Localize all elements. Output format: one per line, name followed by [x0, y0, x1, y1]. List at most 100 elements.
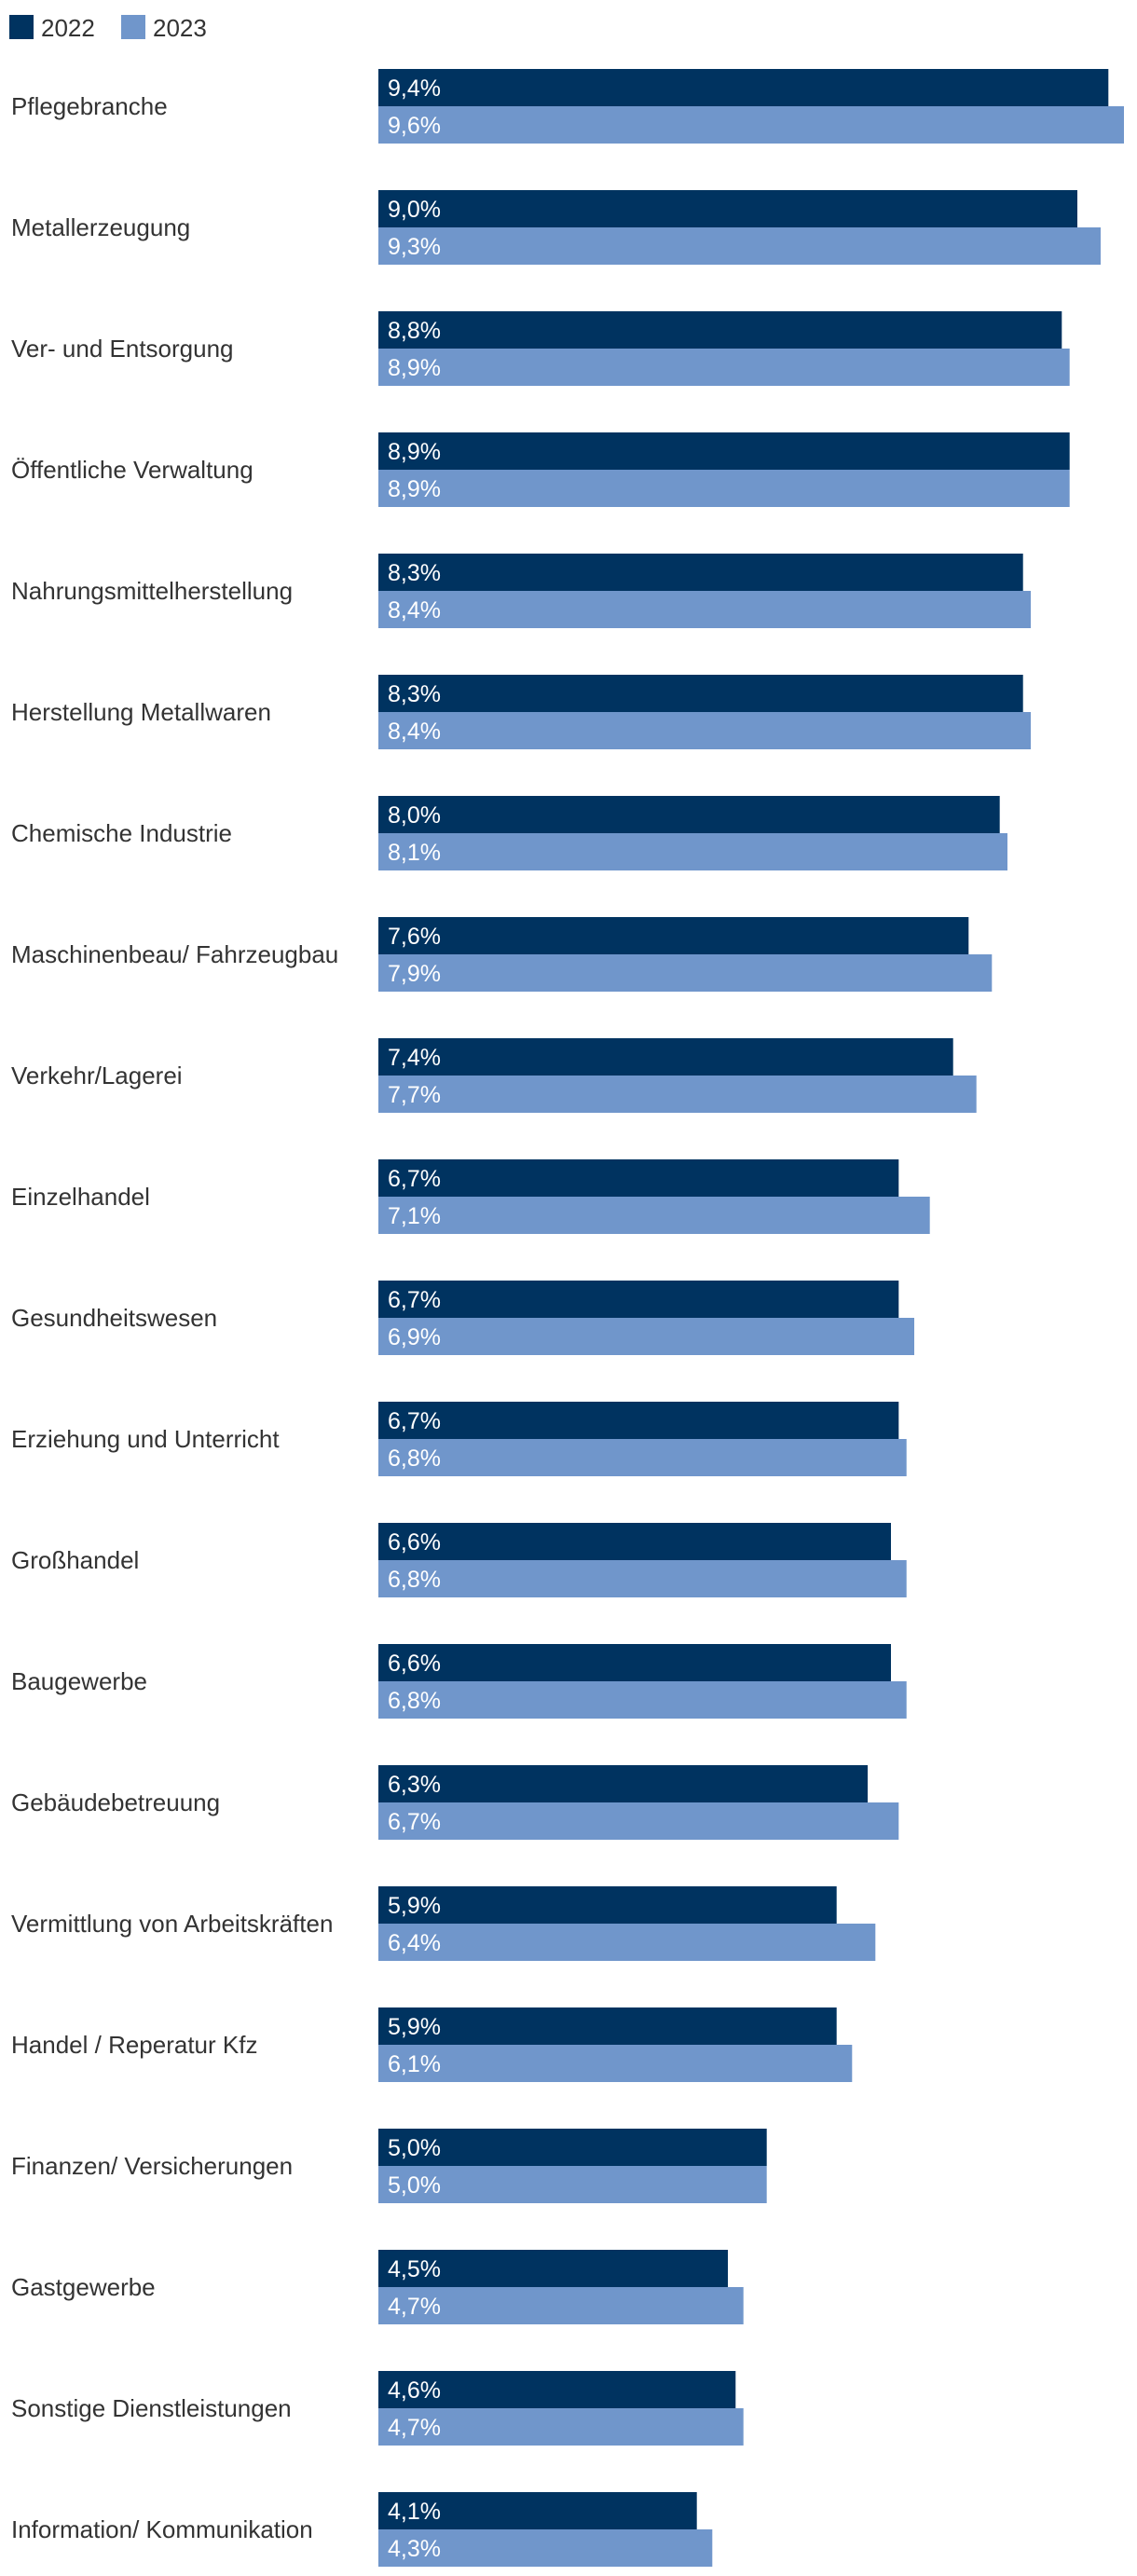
bar-2023 — [378, 1197, 930, 1234]
bar-2023 — [378, 1318, 914, 1355]
value-label-2023: 8,9% — [388, 476, 441, 502]
bar-group-erziehung-und-unterricht: Erziehung und Unterricht 6,7% 6,8% — [11, 1402, 907, 1476]
bar-2023 — [378, 227, 1101, 265]
value-label-2023: 9,3% — [388, 234, 441, 260]
category-label: Ver- und Entsorgung — [11, 335, 234, 363]
value-label-2022: 6,6% — [388, 1529, 441, 1555]
bar-2023 — [378, 954, 993, 992]
value-label-2023: 4,7% — [388, 2294, 441, 2320]
bar-group-vermittlung-von-arbeitskraeften: Vermittlung von Arbeitskräften 5,9% 6,4% — [11, 1886, 876, 1961]
bar-2022 — [378, 554, 1023, 591]
category-label: Handel / Reperatur Kfz — [11, 2031, 257, 2059]
value-label-2022: 8,0% — [388, 802, 441, 829]
category-label: Herstellung Metallwaren — [11, 698, 271, 726]
value-label-2022: 5,9% — [388, 2014, 441, 2040]
value-label-2023: 7,1% — [388, 1203, 441, 1229]
legend-label-2022: 2022 — [41, 14, 95, 42]
bar-group-ver-und-entsorgung: Ver- und Entsorgung 8,8% 8,9% — [11, 311, 1070, 386]
bar-group-finanzen-versicherungen: Finanzen/ Versicherungen 5,0% 5,0% — [11, 2129, 767, 2203]
bar-group-verkehr-lagerei: Verkehr/Lagerei 7,4% 7,7% — [11, 1038, 977, 1113]
category-label: Gebäudebetreuung — [11, 1788, 220, 1816]
value-label-2023: 6,8% — [388, 1567, 441, 1593]
bar-2023 — [378, 1681, 907, 1719]
bar-2023 — [378, 470, 1070, 507]
value-label-2023: 6,1% — [388, 2051, 441, 2077]
value-label-2023: 6,4% — [388, 1930, 441, 1956]
value-label-2023: 6,8% — [388, 1688, 441, 1714]
legend-swatch-2023 — [121, 15, 145, 39]
bar-2023 — [378, 106, 1124, 144]
bar-group-herstellung-metallwaren: Herstellung Metallwaren 8,3% 8,4% — [11, 675, 1031, 749]
bar-group-metallerzeugung: Metallerzeugung 9,0% 9,3% — [11, 190, 1101, 265]
category-label: Metallerzeugung — [11, 213, 190, 241]
bar-2023 — [378, 591, 1031, 628]
category-label: Baugewerbe — [11, 1667, 147, 1695]
category-label: Einzelhandel — [11, 1183, 150, 1211]
bar-2022 — [378, 796, 1000, 833]
category-label: Pflegebranche — [11, 92, 168, 120]
bar-group-gesundheitswesen: Gesundheitswesen 6,7% 6,9% — [11, 1281, 914, 1355]
category-label: Vermittlung von Arbeitskräften — [11, 1910, 333, 1938]
value-label-2023: 8,4% — [388, 719, 441, 745]
value-label-2022: 4,6% — [388, 2377, 441, 2404]
bar-group-maschinenbeau-fahrzeugbau: Maschinenbeau/ Fahrzeugbau 7,6% 7,9% — [11, 917, 993, 992]
bar-group-einzelhandel: Einzelhandel 6,7% 7,1% — [11, 1159, 930, 1234]
bar-2022 — [378, 1644, 891, 1681]
value-label-2022: 4,5% — [388, 2256, 441, 2282]
value-label-2022: 6,3% — [388, 1772, 441, 1798]
bar-2023 — [378, 2166, 767, 2203]
category-label: Nahrungsmittelherstellung — [11, 577, 293, 605]
category-label: Information/ Kommunikation — [11, 2515, 313, 2543]
plot-area: Pflegebranche 9,4% 9,6% Metallerzeugung 9,0%… — [11, 69, 1124, 2567]
value-label-2023: 6,7% — [388, 1809, 441, 1835]
bar-group-baugewerbe: Baugewerbe 6,6% 6,8% — [11, 1644, 907, 1719]
bar-2022 — [378, 1159, 899, 1197]
bar-2022 — [378, 190, 1077, 227]
value-label-2022: 5,0% — [388, 2135, 441, 2161]
value-label-2022: 5,9% — [388, 1893, 441, 1919]
value-label-2023: 6,8% — [388, 1446, 441, 1472]
bar-2022 — [378, 1765, 868, 1802]
category-label: Erziehung und Unterricht — [11, 1425, 280, 1453]
value-label-2022: 4,1% — [388, 2499, 441, 2525]
value-label-2022: 9,4% — [388, 75, 441, 102]
category-label: Gastgewerbe — [11, 2273, 156, 2301]
bar-2023 — [378, 1560, 907, 1597]
bar-2022 — [378, 675, 1023, 712]
value-label-2023: 7,7% — [388, 1082, 441, 1108]
category-label: Großhandel — [11, 1546, 139, 1574]
bar-2022 — [378, 917, 969, 954]
bar-2023 — [378, 2408, 744, 2446]
bar-2022 — [378, 2129, 767, 2166]
value-label-2023: 6,9% — [388, 1324, 441, 1350]
bar-2023 — [378, 833, 1007, 870]
bar-group-information-kommunikation: Information/ Kommunikation 4,1% 4,3% — [11, 2492, 713, 2567]
value-label-2023: 4,7% — [388, 2415, 441, 2441]
value-label-2022: 7,4% — [388, 1045, 441, 1071]
legend-label-2023: 2023 — [153, 14, 207, 42]
bar-2022 — [378, 1038, 953, 1076]
value-label-2023: 9,6% — [388, 113, 441, 139]
value-label-2023: 4,3% — [388, 2536, 441, 2562]
value-label-2023: 7,9% — [388, 961, 441, 987]
value-label-2023: 5,0% — [388, 2172, 441, 2199]
value-label-2023: 8,4% — [388, 597, 441, 623]
bar-2022 — [378, 432, 1070, 470]
bar-group-nahrungsmittelherstellung: Nahrungsmittelherstellung 8,3% 8,4% — [11, 554, 1031, 628]
category-label: Sonstige Dienstleistungen — [11, 2394, 292, 2422]
bar-2023 — [378, 1076, 977, 1113]
category-label: Gesundheitswesen — [11, 1304, 217, 1332]
bar-group-handel-reperatur-kfz: Handel / Reperatur Kfz 5,9% 6,1% — [11, 2007, 853, 2082]
bar-2022 — [378, 1402, 899, 1439]
bar-group-grosshandel: Großhandel 6,6% 6,8% — [11, 1523, 907, 1597]
legend: 2022 2023 — [9, 14, 207, 42]
category-label: Verkehr/Lagerei — [11, 1062, 183, 1089]
category-label: Maschinenbeau/ Fahrzeugbau — [11, 940, 338, 968]
legend-swatch-2022 — [9, 15, 34, 39]
bar-2023 — [378, 1924, 876, 1961]
bar-group-chemische-industrie: Chemische Industrie 8,0% 8,1% — [11, 796, 1007, 870]
bar-group-gebaeudebetreuung: Gebäudebetreuung 6,3% 6,7% — [11, 1765, 899, 1840]
bar-group-sonstige-dienstleistungen: Sonstige Dienstleistungen 4,6% 4,7% — [11, 2371, 744, 2446]
category-label: Finanzen/ Versicherungen — [11, 2152, 293, 2180]
bar-2023 — [378, 349, 1070, 386]
